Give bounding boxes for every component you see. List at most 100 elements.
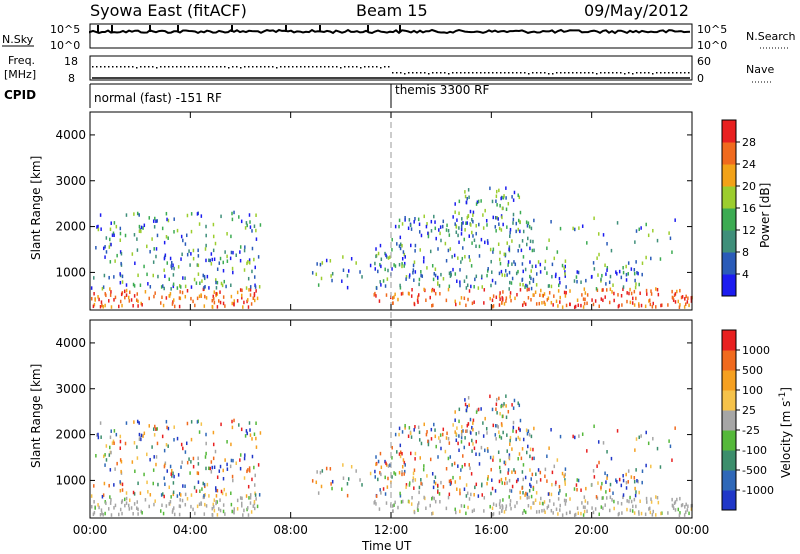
power-cell [92,304,95,309]
velocity-cell [471,438,473,443]
velocity-cell [601,481,603,486]
power-cell [101,303,103,308]
velocity-cell [197,471,200,476]
power-cell [484,240,486,245]
nave-dot [688,72,690,74]
velocity-cell [601,496,603,500]
power-cell [405,277,407,281]
power-cell [446,223,448,228]
velocity-cell [641,469,644,473]
velocity-cell [481,493,484,497]
velocity-cell [447,495,450,500]
nave-top-tick: 60 [697,55,711,68]
power-cell [235,253,237,258]
velocity-cell [119,488,122,493]
velocity-cell [135,506,138,510]
power-cell [478,222,480,227]
velocity-cell [564,472,567,477]
power-cell [492,294,495,298]
velocity-cell [93,500,95,504]
velocity-cell [593,475,596,479]
power-cell [552,303,554,307]
velocity-cell [111,441,114,445]
power-cell [315,272,318,277]
velocity-cell [524,493,526,497]
power-cell [94,298,96,302]
nave-dot [484,72,486,74]
x-tick-label: 00:00 [675,523,710,537]
velocity-cell [225,492,227,497]
velocity-cell [651,513,654,517]
velocity-cell [684,505,686,509]
power-cell [517,227,520,232]
power-cell [321,261,324,265]
velocity-cell [248,466,251,470]
velocity-cell [216,488,219,493]
velocity-cell [494,433,497,437]
power-cell [574,304,577,309]
velocity-cell [134,469,136,474]
power-cell [104,303,106,308]
power-cell [586,301,588,306]
power-cell [530,226,533,231]
velocity-cell [465,494,468,498]
velocity-cell [606,476,608,480]
power-cell [501,296,504,301]
velocity-cell [110,429,112,433]
velocity-cell [671,503,674,508]
velocity-cell [102,493,105,497]
power-cell [526,224,529,228]
velocity-cell [433,496,435,501]
power-cell [393,263,395,267]
power-cell [394,292,396,297]
velocity-cell [185,441,188,446]
power-cell [625,264,627,269]
velocity-cell [519,490,521,495]
power-cell [256,296,259,301]
power-cell [133,212,135,216]
power-cell [600,297,603,301]
velocity-cell [679,496,681,501]
velocity-cell [255,436,257,441]
power-cell [556,250,559,254]
velocity-cell [612,491,614,495]
velocity-cell [458,434,460,438]
velocity-cell [100,508,103,512]
nave-dot [568,72,570,74]
power-cell [399,246,402,251]
power-cell [387,268,389,273]
power-cell [586,241,588,245]
velocity-cell [474,485,476,490]
velocity-cell [650,497,652,501]
velocity-cell [375,455,377,459]
power-cell [635,282,637,286]
power-cell [172,263,174,268]
nave-dot [220,66,222,68]
velocity-cell [606,450,608,454]
velocity-cell [408,500,410,504]
velocity-cell [206,482,209,487]
velocity-colorbar-label-sup: -1 [778,392,788,401]
power-cell [592,261,595,265]
power-cell [155,247,158,251]
power-cell [391,237,393,242]
velocity-cell [557,512,559,516]
nsky-spikes [97,25,401,32]
velocity-cell [674,426,676,430]
power-cell [601,273,603,278]
velocity-cell [637,510,640,514]
power-cell [478,244,481,249]
power-cell [402,250,405,254]
power-cell [223,279,226,284]
velocity-cell [392,509,394,513]
velocity-cell [97,432,99,437]
nave-dot [460,72,462,74]
velocity-cell [133,492,136,496]
velocity-cell [172,490,175,495]
power-cell [408,273,411,277]
velocity-cell [408,481,411,485]
power-cell [418,222,421,227]
power-cell [408,292,410,296]
power-cell [165,211,168,216]
power-cell [591,274,593,279]
